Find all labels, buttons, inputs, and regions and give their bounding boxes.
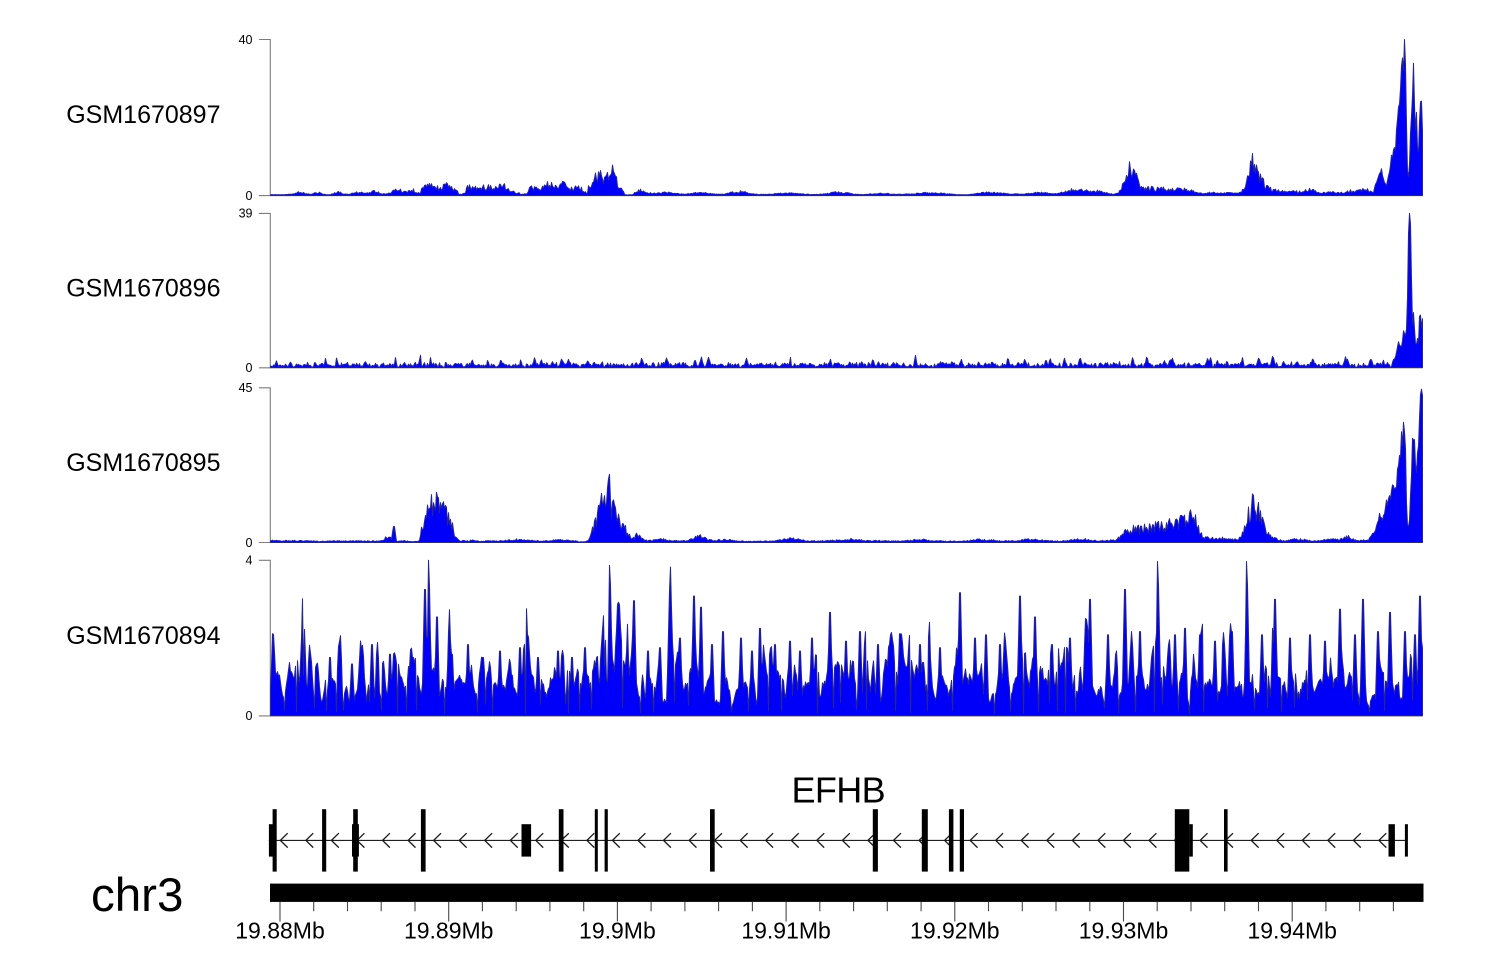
svg-text:19.92Mb: 19.92Mb	[910, 918, 1000, 944]
svg-text:19.93Mb: 19.93Mb	[1079, 918, 1169, 944]
svg-text:19.89Mb: 19.89Mb	[404, 918, 494, 944]
svg-text:4: 4	[246, 554, 253, 568]
svg-text:45: 45	[239, 381, 253, 395]
svg-text:GSM1670897: GSM1670897	[66, 101, 220, 129]
svg-text:19.91Mb: 19.91Mb	[741, 918, 831, 944]
svg-text:0: 0	[246, 709, 253, 723]
svg-text:39: 39	[239, 207, 253, 221]
svg-text:19.9Mb: 19.9Mb	[579, 918, 656, 944]
svg-text:GSM1670896: GSM1670896	[66, 274, 220, 302]
svg-text:0: 0	[246, 536, 253, 550]
svg-text:0: 0	[246, 361, 253, 375]
svg-text:19.94Mb: 19.94Mb	[1247, 918, 1337, 944]
svg-text:EFHB: EFHB	[791, 769, 885, 810]
svg-text:0: 0	[246, 189, 253, 203]
svg-text:GSM1670895: GSM1670895	[66, 449, 220, 477]
svg-text:40: 40	[239, 33, 253, 47]
svg-text:GSM1670894: GSM1670894	[66, 622, 220, 650]
svg-text:chr3: chr3	[91, 869, 183, 922]
svg-text:19.88Mb: 19.88Mb	[235, 918, 325, 944]
